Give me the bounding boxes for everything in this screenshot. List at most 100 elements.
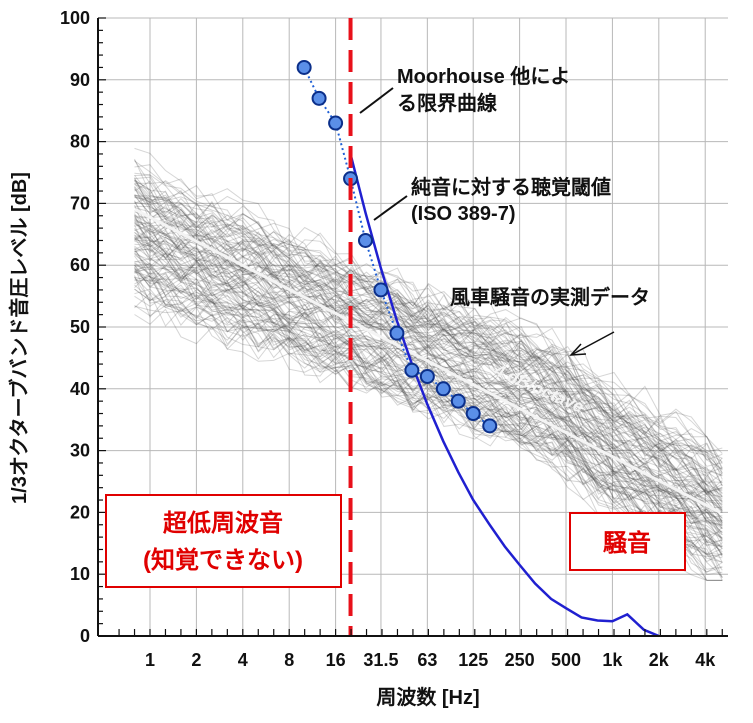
wind-noise-trace bbox=[134, 255, 723, 509]
x-tick-label: 1k bbox=[602, 650, 623, 670]
y-tick-label: 70 bbox=[70, 193, 90, 213]
x-tick-label: 16 bbox=[326, 650, 346, 670]
wind-pointer-head bbox=[569, 343, 587, 356]
moorhouse-label-line2: る限界曲線 bbox=[397, 91, 497, 115]
wind-noise-trace bbox=[134, 180, 723, 464]
iso-label-line2: (ISO 389-7) bbox=[411, 203, 515, 225]
wind-noise-trace bbox=[134, 217, 723, 525]
wind-noise-trace bbox=[134, 227, 723, 535]
wind-noise-label: 風車騒音の実測データ bbox=[450, 285, 650, 309]
wind-noise-trace bbox=[134, 172, 723, 495]
wind-noise-trace bbox=[134, 177, 723, 502]
wind-noise-trace bbox=[134, 257, 723, 504]
wind-noise-trace bbox=[134, 236, 723, 494]
wind-noise-trace bbox=[134, 195, 723, 498]
wind-noise-trace bbox=[134, 243, 723, 570]
wind-noise-trace bbox=[134, 276, 723, 563]
wind-noise-trace bbox=[134, 188, 723, 480]
x-tick-label: 8 bbox=[284, 650, 294, 670]
y-tick-label: 50 bbox=[70, 317, 90, 337]
moorhouse-point bbox=[357, 232, 373, 248]
wind-noise-trace bbox=[134, 195, 723, 459]
y-tick-labels: 0 10 20 30 40 50 60 70 80 90 100 bbox=[60, 8, 90, 646]
y-tick-label: 30 bbox=[70, 441, 90, 461]
x-tick-label: 1 bbox=[145, 650, 155, 670]
wind-noise-trace bbox=[134, 228, 723, 475]
wind-noise-trace bbox=[134, 178, 723, 519]
wind-noise-trace bbox=[134, 224, 723, 511]
noise-box bbox=[569, 512, 686, 571]
wind-noise-trace bbox=[134, 239, 723, 556]
x-axis-label: 周波数 [Hz] bbox=[376, 685, 479, 709]
wind-noise-trace bbox=[134, 215, 723, 477]
wind-noise-trace bbox=[134, 194, 723, 503]
wind-noise-trace bbox=[134, 200, 723, 497]
wind-noise-trace bbox=[134, 160, 723, 492]
wind-noise-trace bbox=[134, 253, 723, 544]
x-tick-label: 4 bbox=[238, 650, 248, 670]
wind-noise-trace bbox=[134, 179, 723, 534]
moorhouse-label-line1: Moorhouse 他によ bbox=[397, 64, 570, 88]
wind-noise-trace bbox=[134, 205, 723, 522]
x-tick-label: 250 bbox=[505, 650, 535, 670]
wind-noise-trace bbox=[134, 271, 723, 527]
wind-noise-trace bbox=[134, 266, 723, 556]
wind-noise-trace bbox=[134, 190, 723, 474]
wind-noise-trace bbox=[134, 236, 723, 512]
x-tick-label: 63 bbox=[417, 650, 437, 670]
wind-noise-trace bbox=[134, 194, 723, 476]
wind-noise-trace bbox=[134, 211, 723, 548]
wind-noise-trace bbox=[134, 288, 723, 521]
x-tick-label: 4k bbox=[695, 650, 716, 670]
y-tick-label: 90 bbox=[70, 70, 90, 90]
y-tick-label: 0 bbox=[80, 626, 90, 646]
y-axis-label: 1/3オクターブバンド音圧レベル [dB] bbox=[7, 172, 31, 504]
wind-noise-trace bbox=[134, 182, 723, 524]
moorhouse-point bbox=[419, 368, 435, 384]
wind-noise-trace bbox=[134, 174, 723, 471]
wind-noise-trace bbox=[134, 305, 723, 548]
wind-noise-trace bbox=[134, 215, 723, 533]
wind-noise-trace bbox=[134, 277, 723, 575]
x-tick-label: 125 bbox=[458, 650, 488, 670]
moorhouse-point bbox=[296, 59, 312, 75]
wind-noise-trace bbox=[134, 147, 723, 486]
x-tick-label: 31.5 bbox=[363, 650, 398, 670]
y-tick-label: 20 bbox=[70, 502, 90, 522]
y-tick-label: 80 bbox=[70, 132, 90, 152]
wind-noise-trace bbox=[134, 214, 723, 544]
wind-noise-trace bbox=[134, 179, 723, 469]
moorhouse-point bbox=[435, 381, 451, 397]
wind-noise-trace bbox=[134, 236, 723, 526]
wind-noise-trace bbox=[134, 207, 723, 453]
regression-line-group bbox=[134, 208, 721, 514]
y-tick-label: 60 bbox=[70, 255, 90, 275]
wind-noise-trace bbox=[134, 227, 723, 522]
wind-noise-trace bbox=[134, 199, 723, 474]
wind-noise-trace bbox=[134, 231, 723, 530]
wind-noise-trace bbox=[134, 186, 723, 487]
wind-noise-trace bbox=[134, 205, 723, 467]
x-tick-label: 2k bbox=[649, 650, 670, 670]
moorhouse-point bbox=[389, 325, 405, 341]
noise-label: 騒音 bbox=[603, 529, 651, 557]
wind-noise-trace bbox=[134, 159, 723, 507]
wind-noise-trace bbox=[134, 236, 723, 498]
y-tick-label: 100 bbox=[60, 8, 90, 28]
moorhouse-point bbox=[482, 418, 498, 434]
wind-noise-trace bbox=[134, 195, 723, 463]
wind-noise-trace bbox=[134, 305, 723, 539]
infrasound-box bbox=[105, 494, 342, 588]
moorhouse-point bbox=[450, 393, 466, 409]
plot-frame bbox=[97, 17, 728, 637]
wind-pointer bbox=[572, 331, 615, 355]
wind-noise-trace bbox=[134, 186, 723, 484]
wind-noise-band bbox=[134, 147, 723, 581]
wind-noise-trace bbox=[134, 228, 723, 474]
iso-label-line1: 純音に対する聴覚閾値 bbox=[411, 175, 611, 199]
wind-noise-trace bbox=[134, 275, 723, 529]
wind-noise-trace bbox=[134, 218, 723, 509]
wind-noise-trace bbox=[134, 174, 723, 495]
